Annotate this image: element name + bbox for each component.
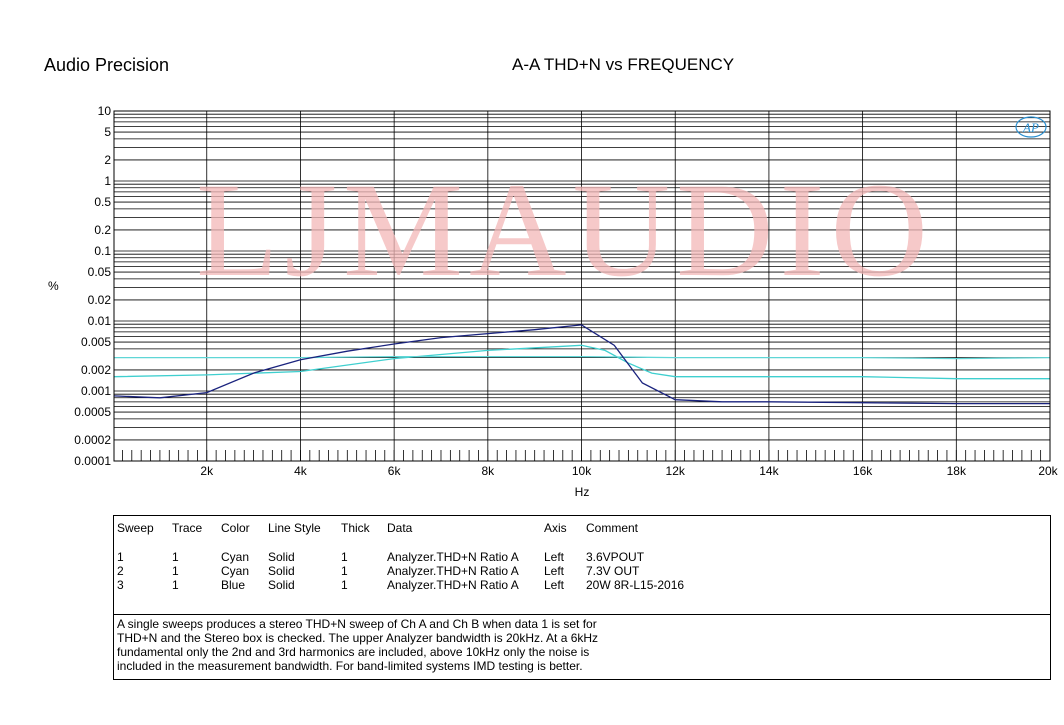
x-tick-label: 20k (1038, 464, 1058, 478)
series-line-1 (113, 344, 1050, 380)
legend-cell: 1 (341, 550, 348, 564)
legend-cell: 1 (172, 564, 179, 578)
legend-cell: Analyzer.THD+N Ratio A (387, 550, 519, 564)
y-tick-label: 5 (104, 125, 111, 139)
x-tick-label: 16k (853, 464, 873, 478)
x-tick-label: 8k (481, 464, 495, 478)
y-tick-label: 0.001 (81, 384, 111, 398)
x-tick-label: 18k (947, 464, 967, 478)
legend-cell: Cyan (221, 550, 250, 564)
y-tick-label: 0.005 (81, 335, 111, 349)
y-tick-label: 0.0005 (74, 405, 111, 419)
legend-cell: Blue (221, 578, 246, 592)
legend-cell: Left (544, 564, 565, 578)
y-tick-label: 0.0002 (74, 433, 111, 447)
legend-header: Sweep (117, 521, 154, 535)
x-tick-label: 12k (666, 464, 686, 478)
legend-header: Axis (544, 521, 567, 535)
legend-cell: Analyzer.THD+N Ratio A (387, 578, 519, 592)
legend-cell: 2 (117, 564, 124, 578)
legend-cell: 7.3V OUT (586, 564, 640, 578)
legend-header: Thick (341, 521, 370, 535)
legend-cell: 20W 8R-L15-2016 (586, 578, 685, 592)
x-tick-label: 2k (200, 464, 214, 478)
x-tick-label: 6k (388, 464, 402, 478)
legend-cell: Solid (268, 578, 295, 592)
watermark-text: LJMAUDIO (196, 156, 934, 305)
thd-chart: LJMAUDIO 10 5 2 1 0.5 0.2 0.1 0.05 0.02 0.01 0.005… (48, 104, 1059, 499)
y-tick-label: 2 (104, 153, 111, 167)
legend-cell: Solid (268, 564, 295, 578)
y-tick-label: 1 (104, 174, 111, 188)
legend-cell: 1 (172, 550, 179, 564)
ap-logo-icon: AP (1015, 116, 1047, 138)
legend-cell: 1 (341, 564, 348, 578)
legend-cell: Solid (268, 550, 295, 564)
series-group (113, 324, 1051, 405)
chart-title: A-A THD+N vs FREQUENCY (512, 55, 735, 74)
ap-logo-text: AP (1022, 120, 1039, 135)
legend-table: Sweep Trace Color Line Style Thick Data Axis Co… (113, 515, 1051, 680)
x-axis-label: Hz (575, 485, 590, 499)
note-line: fundamental only the 2nd and 3rd harmoni… (117, 645, 590, 659)
legend-cell: Analyzer.THD+N Ratio A (387, 564, 519, 578)
legend-cell: Cyan (221, 564, 250, 578)
plot-frame (113, 110, 1051, 462)
y-tick-label: 0.002 (81, 363, 111, 377)
y-tick-label: 0.05 (88, 265, 112, 279)
x-tick-label: 14k (759, 464, 779, 478)
legend-header: Line Style (268, 521, 321, 535)
legend-cell: 3 (117, 578, 124, 592)
note-line: THD+N and the Stereo box is checked. The… (117, 631, 599, 645)
y-tick-label: 0.1 (94, 244, 111, 258)
brand-label: Audio Precision (44, 55, 170, 75)
y-axis-label: % (48, 279, 59, 293)
legend-cell: 1 (341, 578, 348, 592)
legend-header: Data (387, 521, 413, 535)
legend-cell: Left (544, 578, 565, 592)
series-line-2 (114, 355, 1051, 360)
series-line-3 (113, 324, 1050, 405)
legend-header: Trace (172, 521, 203, 535)
note-line: included in the measurement bandwidth. F… (117, 659, 583, 673)
x-tick-label: 4k (294, 464, 308, 478)
legend-cell: 3.6VPOUT (586, 550, 645, 564)
axis-labels: 10 5 2 1 0.5 0.2 0.1 0.05 0.02 0.01 0.005 0.002 0.00… (74, 104, 1058, 478)
y-tick-label: 0.01 (88, 314, 112, 328)
y-tick-label: 0.0001 (74, 454, 111, 468)
note-line: A single sweeps produces a stereo THD+N … (117, 617, 597, 631)
grid (114, 111, 1051, 462)
legend-divider (114, 614, 1050, 615)
legend-header: Comment (586, 521, 639, 535)
legend-cell: Left (544, 550, 565, 564)
y-tick-label: 10 (98, 104, 112, 118)
x-tick-label: 10k (572, 464, 592, 478)
legend-header: Color (221, 521, 250, 535)
y-tick-label: 0.2 (94, 223, 111, 237)
legend-note: A single sweeps produces a stereo THD+N … (117, 617, 677, 673)
y-tick-label: 0.5 (94, 195, 111, 209)
y-tick-label: 0.02 (88, 293, 112, 307)
legend-cell: 1 (172, 578, 179, 592)
legend-cell: 1 (117, 550, 124, 564)
